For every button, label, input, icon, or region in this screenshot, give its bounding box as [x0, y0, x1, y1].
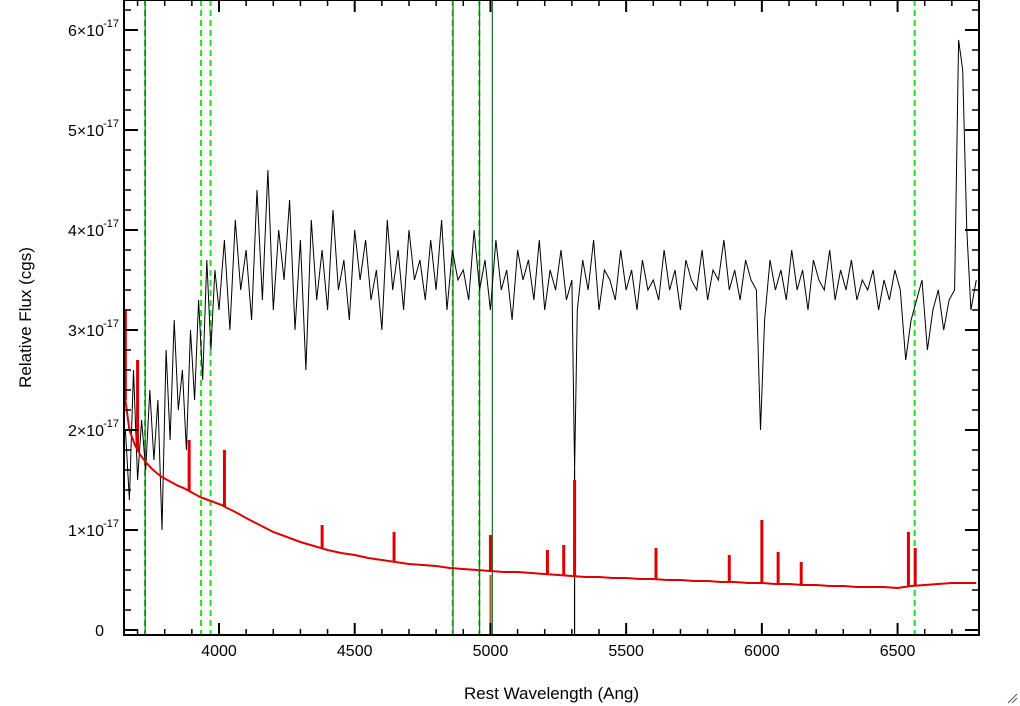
- y-tick-label: 3×10: [68, 323, 104, 340]
- x-tick-label: 4000: [201, 643, 237, 660]
- plot-data-layer: [123, 0, 977, 635]
- y-tick-exponent: -17: [103, 18, 119, 30]
- x-tick-label: 4500: [337, 643, 373, 660]
- x-tick-label: 6000: [744, 643, 780, 660]
- y-tick-exponent: -17: [103, 218, 119, 230]
- x-tick-label: 5500: [608, 643, 644, 660]
- x-tick-label: 5000: [473, 643, 509, 660]
- y-tick-label: 1×10: [68, 523, 104, 540]
- x-axis-title: Rest Wavelength (Ang): [464, 684, 639, 703]
- y-tick-label: 6×10: [68, 23, 104, 40]
- y-axis-ticks: 01×10 -172×10 -173×10 -174×10 -175×10 -176×10…: [68, 9, 979, 640]
- plot-frame: [123, 0, 980, 636]
- y-tick-exponent: -17: [103, 418, 119, 430]
- y-tick-label: 4×10: [68, 223, 104, 240]
- y-tick-exponent: -17: [103, 318, 119, 330]
- y-tick-label: 5×10: [68, 123, 104, 140]
- resize-grip-icon[interactable]: [1006, 692, 1018, 704]
- x-tick-label: 6500: [880, 643, 916, 660]
- y-tick-label: 0: [95, 623, 104, 640]
- template-spectrum-line: [124, 399, 977, 590]
- y-axis-title: Relative Flux (cgs): [16, 247, 35, 388]
- y-tick-label: 2×10: [68, 423, 104, 440]
- x-axis-ticks: 4000 4500 5000 5500 6000 6500: [136, 0, 980, 660]
- y-tick-exponent: -17: [103, 118, 119, 130]
- observed-spectrum-line: [124, 39, 977, 531]
- y-tick-exponent: -17: [103, 518, 119, 530]
